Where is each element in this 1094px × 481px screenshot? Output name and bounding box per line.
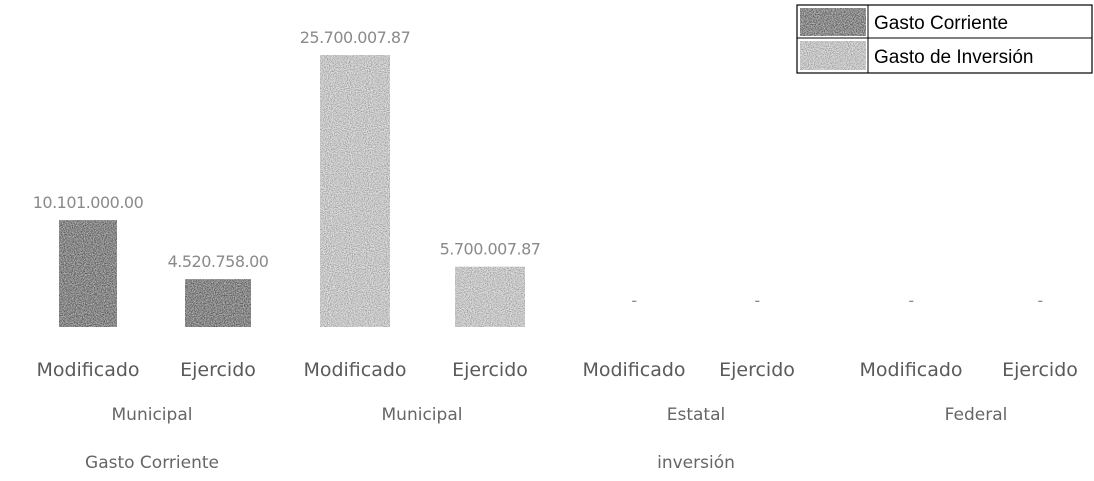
data-label: -: [631, 291, 636, 310]
category-label: Ejercido: [719, 359, 795, 381]
bar-3: [320, 55, 390, 327]
category-label: Modificado: [303, 359, 406, 381]
data-label: 5.700.007.87: [440, 240, 541, 259]
category-label: Modificado: [36, 359, 139, 381]
data-label: -: [908, 291, 913, 310]
bar-4: [455, 266, 525, 327]
category-axis: Modificado Ejercido Modificado Ejercido …: [36, 359, 1077, 381]
group-label: Municipal: [112, 405, 193, 425]
group-label: Municipal: [382, 405, 463, 425]
group-axis-level1: Municipal Municipal Estatal Federal: [112, 405, 1008, 425]
bar-1: [59, 220, 117, 327]
bar-2: [185, 279, 251, 327]
legend-swatch-gasto-inversion: [800, 41, 866, 70]
data-label: 4.520.758.00: [168, 252, 269, 271]
group-label: Gasto Corriente: [85, 453, 219, 473]
group-label: Federal: [945, 405, 1008, 425]
category-label: Modificado: [582, 359, 685, 381]
category-label: Ejercido: [180, 359, 256, 381]
group-label: inversión: [657, 453, 735, 473]
category-label: Modificado: [859, 359, 962, 381]
category-label: Ejercido: [452, 359, 528, 381]
group-label: Estatal: [667, 405, 726, 425]
legend-label: Gasto Corriente: [874, 13, 1008, 34]
data-label: -: [1037, 291, 1042, 310]
data-label: 25.700.007.87: [300, 28, 411, 47]
data-label: -: [754, 291, 759, 310]
category-label: Ejercido: [1002, 359, 1078, 381]
bars-layer: [59, 55, 525, 327]
legend: Gasto Corriente Gasto de Inversión: [796, 4, 1093, 74]
data-labels-layer: 10.101.000.00 4.520.758.00 25.700.007.87 5.…: [33, 28, 1043, 310]
group-axis-level2: Gasto Corriente inversión: [85, 453, 735, 473]
data-label: 10.101.000.00: [33, 193, 144, 212]
legend-label: Gasto de Inversión: [874, 47, 1033, 68]
legend-swatch-gasto-corriente: [800, 8, 866, 36]
